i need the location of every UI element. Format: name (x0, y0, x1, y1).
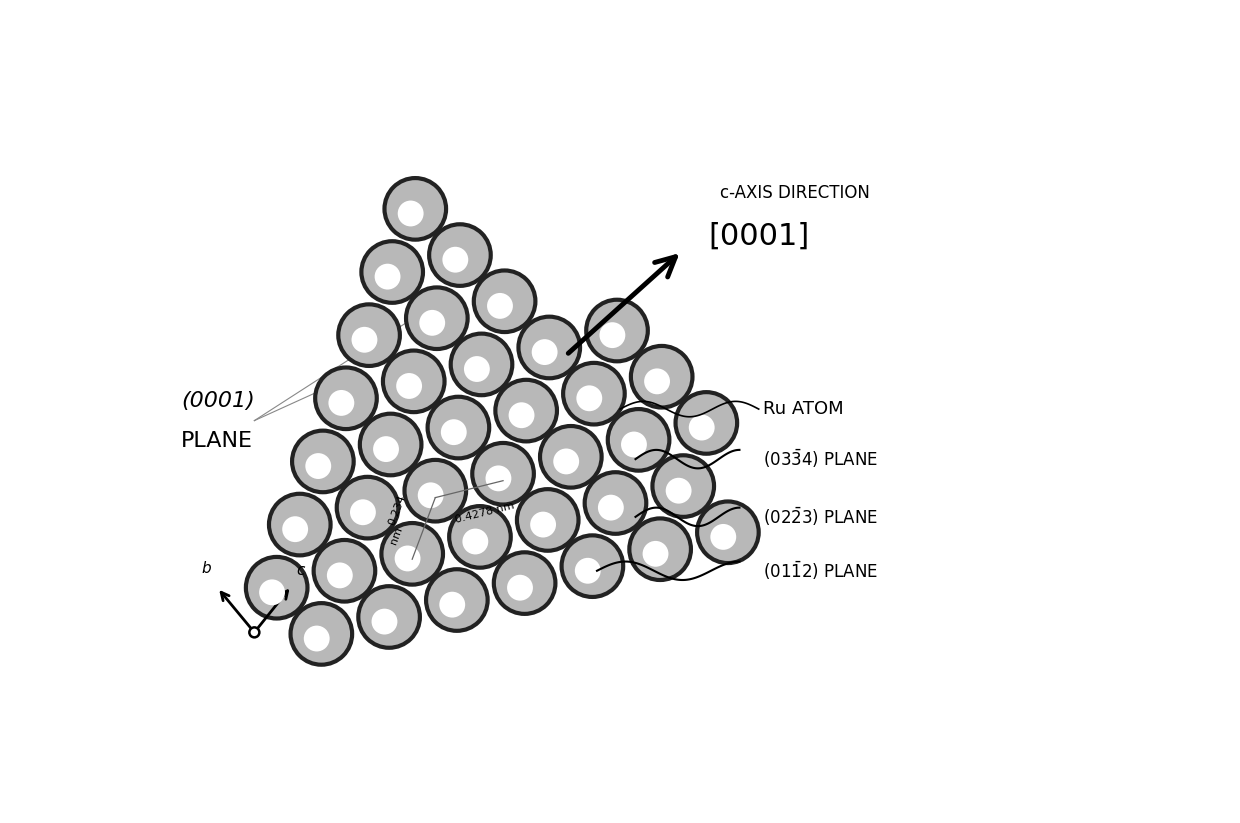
Circle shape (304, 625, 330, 652)
Text: (0001): (0001) (181, 392, 255, 412)
Circle shape (351, 327, 377, 353)
Circle shape (293, 430, 353, 492)
Circle shape (697, 501, 759, 563)
Text: [0001]: [0001] (708, 221, 810, 250)
Circle shape (383, 351, 445, 412)
Circle shape (495, 379, 557, 441)
Circle shape (428, 397, 490, 458)
Circle shape (562, 535, 624, 597)
Circle shape (305, 453, 331, 479)
Circle shape (373, 436, 399, 462)
Circle shape (269, 494, 331, 556)
Circle shape (553, 449, 579, 474)
Circle shape (246, 557, 308, 619)
Text: c: c (296, 564, 305, 579)
Circle shape (329, 390, 355, 416)
Circle shape (652, 455, 714, 517)
Circle shape (450, 333, 512, 395)
Circle shape (439, 592, 465, 617)
Circle shape (487, 293, 513, 319)
Circle shape (337, 477, 398, 538)
Circle shape (339, 305, 399, 366)
Circle shape (259, 579, 285, 605)
Text: c-AXIS DIRECTION: c-AXIS DIRECTION (720, 184, 870, 202)
Circle shape (642, 541, 668, 567)
Circle shape (360, 414, 422, 476)
Circle shape (486, 466, 511, 491)
Circle shape (630, 518, 691, 580)
Circle shape (361, 241, 423, 303)
Circle shape (666, 478, 692, 504)
Text: b: b (201, 561, 211, 576)
Text: 0.234: 0.234 (387, 494, 407, 527)
Circle shape (394, 546, 420, 571)
Circle shape (688, 415, 714, 440)
Text: $(01\bar{1}2)$ PLANE: $(01\bar{1}2)$ PLANE (763, 560, 878, 582)
Circle shape (507, 574, 533, 601)
Circle shape (631, 346, 692, 407)
Circle shape (372, 609, 397, 635)
Circle shape (418, 482, 444, 509)
Circle shape (541, 426, 601, 487)
Circle shape (398, 201, 424, 226)
Circle shape (443, 247, 469, 272)
Circle shape (532, 339, 558, 365)
Circle shape (711, 524, 737, 550)
Circle shape (517, 489, 579, 551)
Circle shape (314, 540, 376, 602)
Circle shape (577, 385, 603, 412)
Text: nm: nm (389, 525, 404, 546)
Circle shape (384, 178, 446, 239)
Circle shape (508, 402, 534, 428)
Circle shape (283, 516, 308, 542)
Text: Ru ATOM: Ru ATOM (763, 400, 843, 418)
Circle shape (404, 460, 466, 522)
Circle shape (429, 225, 491, 286)
Circle shape (644, 369, 670, 394)
Circle shape (397, 373, 422, 399)
Circle shape (599, 323, 625, 348)
Circle shape (382, 523, 443, 584)
Circle shape (350, 500, 376, 525)
Text: $(03\bar{3}4)$ PLANE: $(03\bar{3}4)$ PLANE (763, 448, 878, 470)
Circle shape (419, 310, 445, 336)
Circle shape (290, 603, 352, 665)
Circle shape (621, 431, 647, 458)
Circle shape (327, 562, 352, 588)
Circle shape (474, 271, 536, 332)
Circle shape (358, 586, 420, 648)
Circle shape (463, 528, 489, 555)
Circle shape (598, 495, 624, 521)
Circle shape (249, 627, 259, 637)
Circle shape (427, 570, 487, 631)
Circle shape (585, 472, 646, 534)
Circle shape (563, 363, 625, 425)
Circle shape (472, 443, 534, 504)
Circle shape (531, 512, 556, 537)
Text: $(02\bar{2}3)$ PLANE: $(02\bar{2}3)$ PLANE (763, 505, 878, 528)
Circle shape (405, 287, 467, 349)
Circle shape (518, 317, 580, 379)
Text: PLANE: PLANE (181, 431, 253, 451)
Circle shape (315, 368, 377, 429)
Circle shape (449, 506, 511, 568)
Circle shape (464, 356, 490, 382)
Circle shape (374, 263, 401, 290)
Circle shape (575, 558, 600, 584)
Circle shape (441, 419, 466, 445)
Circle shape (494, 552, 556, 614)
Circle shape (608, 409, 670, 471)
Circle shape (676, 392, 737, 453)
Text: 0.4278 nm: 0.4278 nm (454, 500, 515, 525)
Circle shape (587, 300, 647, 361)
